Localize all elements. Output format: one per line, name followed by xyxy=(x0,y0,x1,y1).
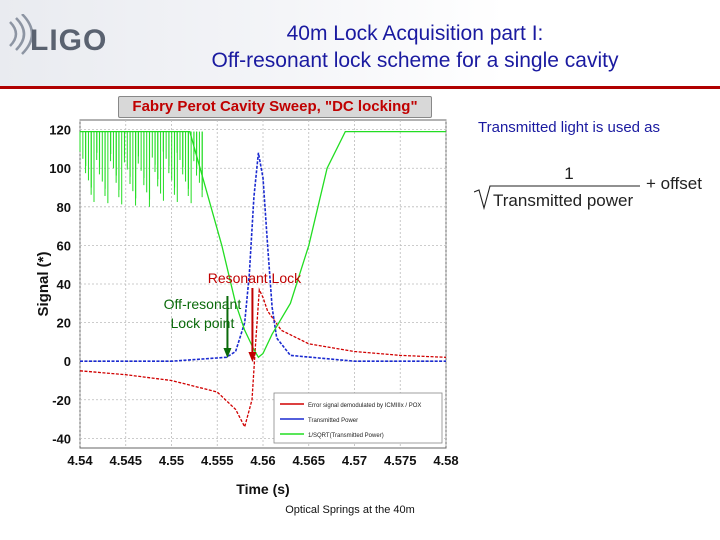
legend-entry: 1/SQRT(Transmitted Power) xyxy=(308,433,384,439)
inv-sqrt-curve xyxy=(80,130,446,359)
y-tick-label: 40 xyxy=(57,277,71,292)
transmitted-power-curve xyxy=(80,152,446,362)
x-tick-label: 4.56 xyxy=(250,453,275,468)
resonant-lock-label: Resonant Lock xyxy=(208,270,302,286)
x-tick-label: 4.57 xyxy=(342,453,367,468)
title-line-2: Off-resonant lock scheme for a single ca… xyxy=(211,49,619,72)
title-line-1: 40m Lock Acquisition part I: xyxy=(286,22,544,45)
x-tick-label: 4.575 xyxy=(384,453,417,468)
off-resonant-label-2: Lock point xyxy=(171,315,235,331)
note-text: Transmitted light is used as xyxy=(478,119,661,136)
sqrt-sign xyxy=(474,185,640,211)
y-tick-label: 20 xyxy=(57,316,71,331)
x-tick-label: 4.555 xyxy=(201,453,234,468)
formula-denominator: Transmitted power xyxy=(493,191,633,210)
legend-entry: Error signal demodulated by ICMIIIx / PO… xyxy=(308,403,421,409)
x-tick-label: 4.55 xyxy=(159,453,184,468)
y-axis-label: Signal (*) xyxy=(35,251,52,316)
legend-entry: Transmitted Power xyxy=(308,418,358,424)
logo-text: LIGO xyxy=(30,24,108,57)
y-tick-label: 100 xyxy=(49,161,71,176)
x-tick-label: 4.545 xyxy=(109,453,142,468)
resonant-lock-arrowhead xyxy=(248,352,257,362)
header-band xyxy=(0,0,720,88)
x-tick-label: 4.58 xyxy=(433,453,458,468)
formula: 1 Transmitted power + offset xyxy=(474,164,702,211)
x-tick-label: 4.54 xyxy=(67,453,93,468)
formula-suffix: + offset xyxy=(646,174,702,193)
y-tick-label: 120 xyxy=(49,123,71,138)
y-tick-label: -40 xyxy=(52,431,71,446)
formula-numerator: 1 xyxy=(564,164,573,183)
y-tick-label: 80 xyxy=(57,200,71,215)
ligo-logo xyxy=(9,14,34,55)
chart-title: Fabry Perot Cavity Sweep, "DC locking" xyxy=(118,96,432,118)
off-resonant-label-1: Off-resonant xyxy=(164,296,242,312)
x-tick-label: 4.565 xyxy=(292,453,325,468)
slide-title: 40m Lock Acquisition part I: Off-resonan… xyxy=(150,20,680,74)
x-axis-label: Time (s) xyxy=(236,481,289,497)
y-tick-label: -20 xyxy=(52,393,71,408)
y-tick-label: 60 xyxy=(57,238,71,253)
off-resonant-arrowhead xyxy=(223,348,232,358)
y-tick-label: 0 xyxy=(64,354,71,369)
header-rule xyxy=(0,86,720,89)
footer-text: Optical Springs at the 40m xyxy=(285,504,415,516)
